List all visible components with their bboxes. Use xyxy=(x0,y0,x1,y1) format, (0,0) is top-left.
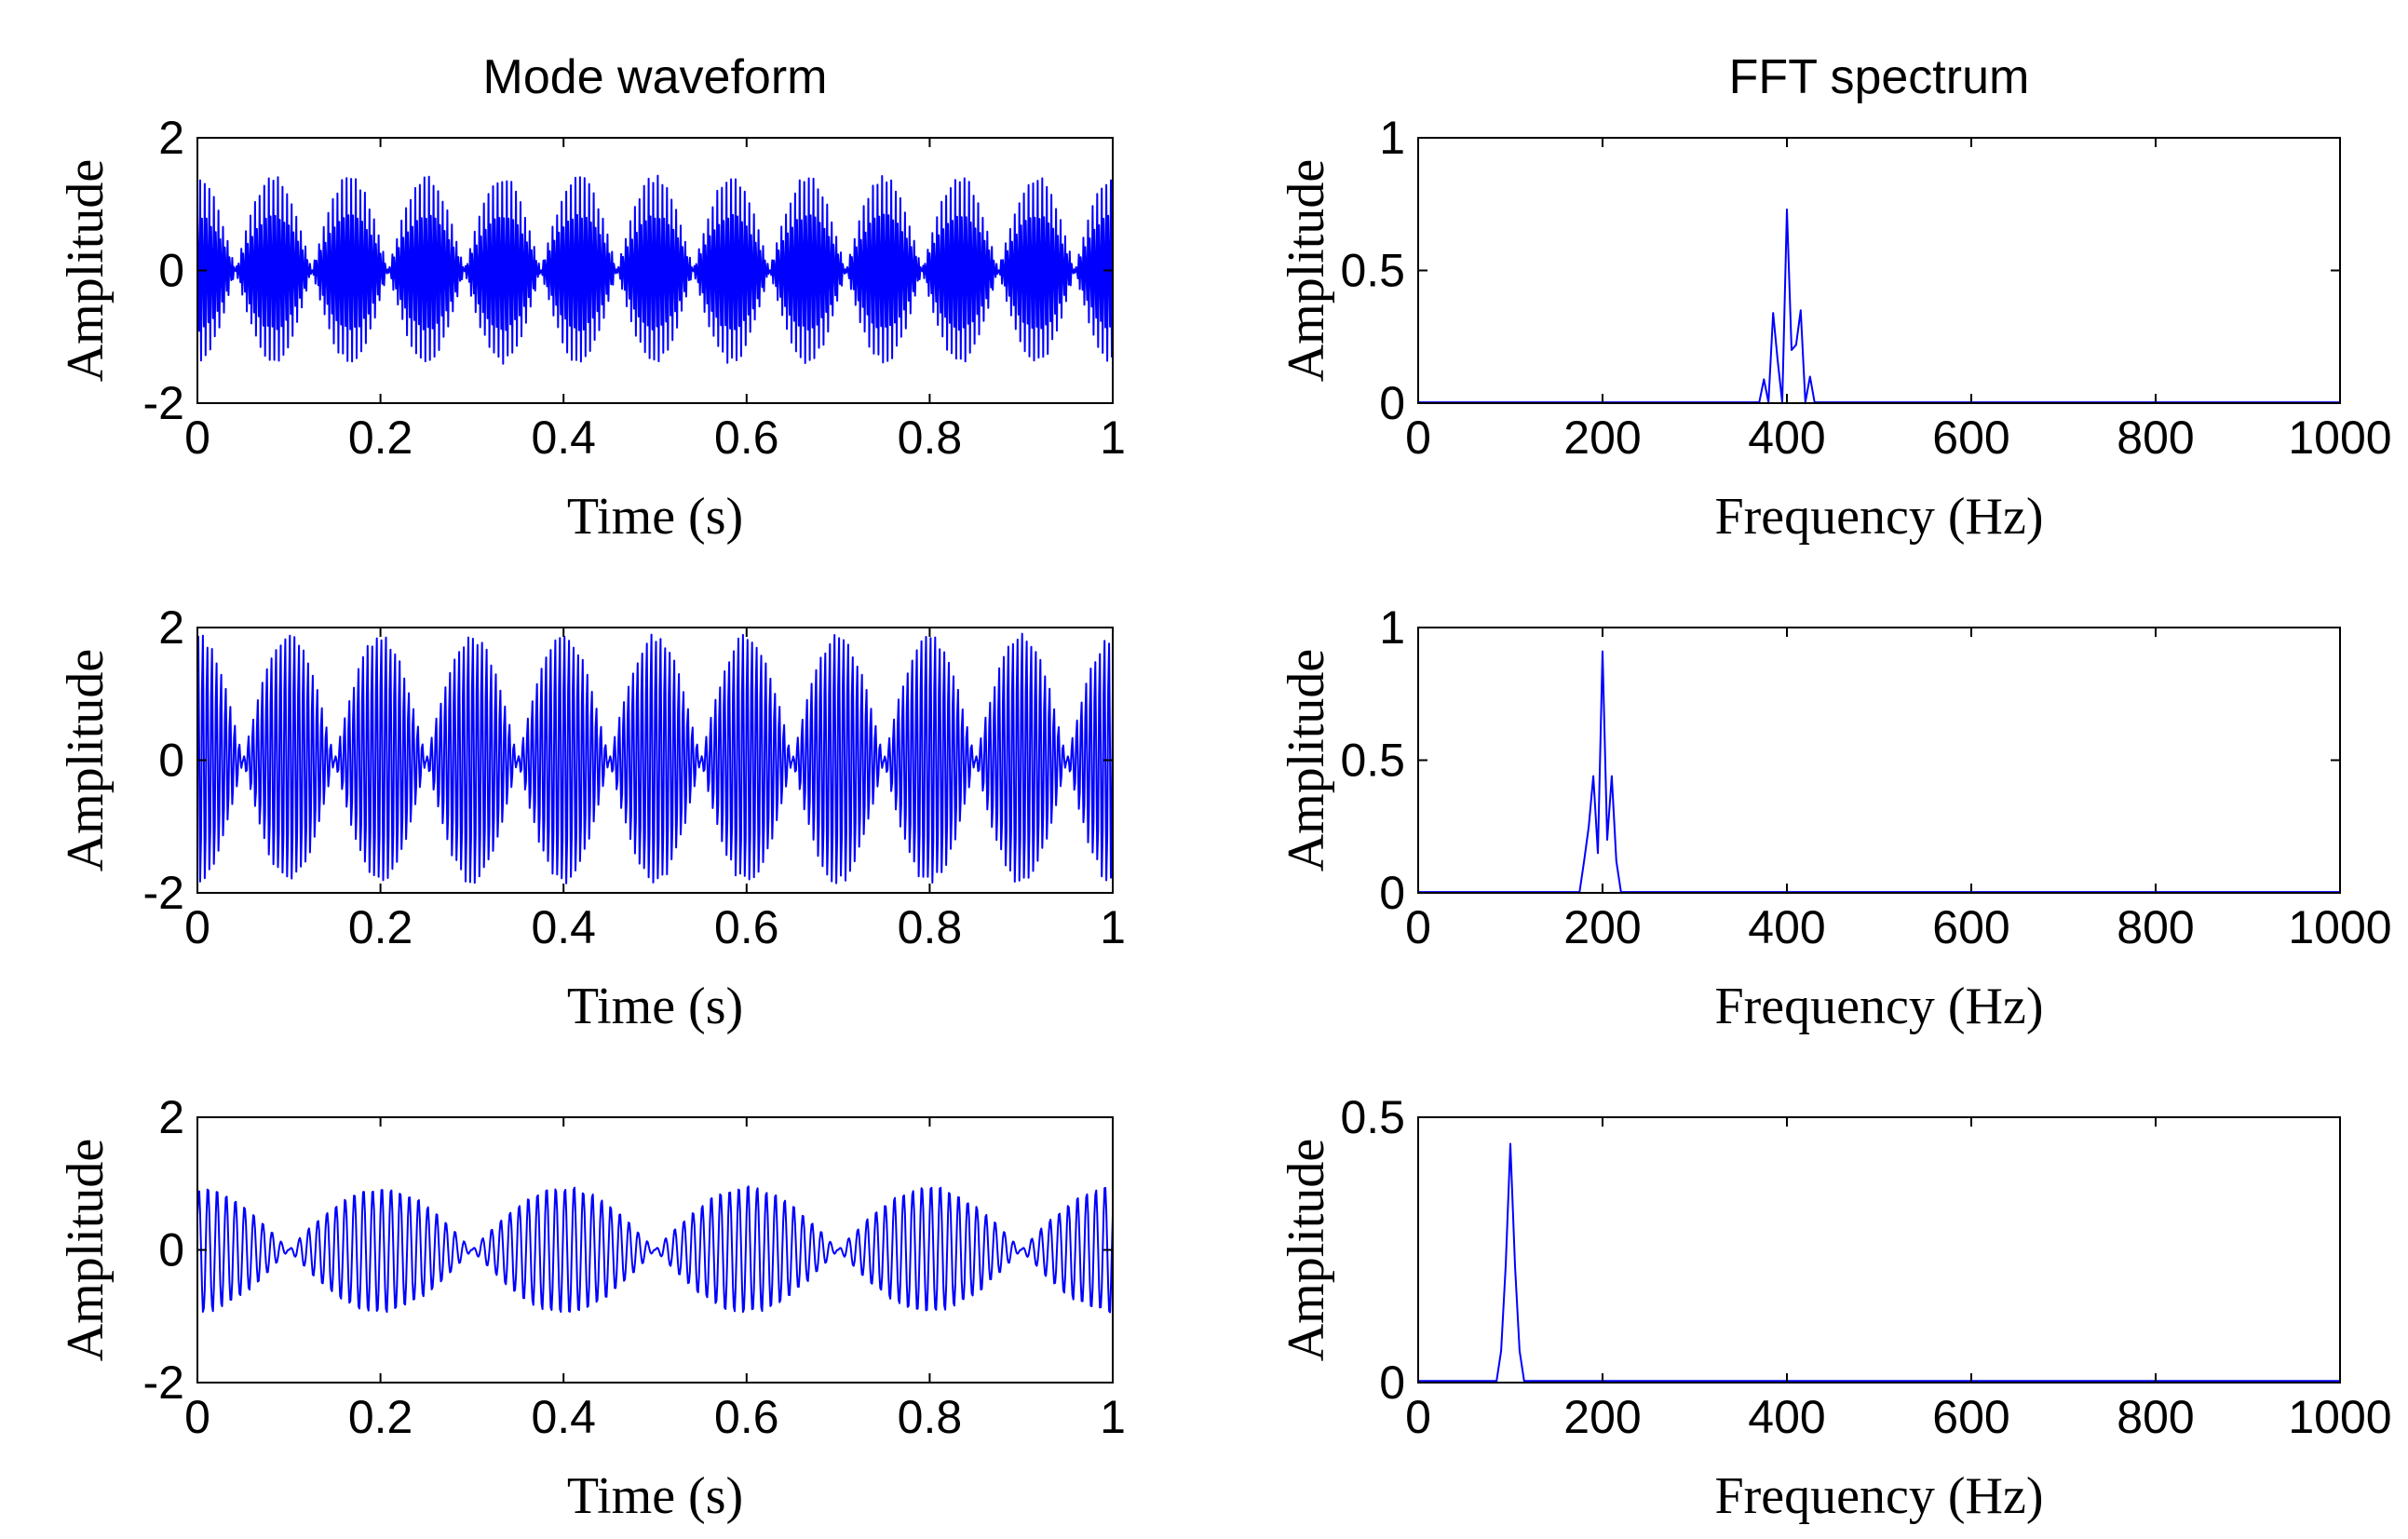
x-tick-label: 400 xyxy=(1748,412,1825,464)
x-tick-label: 600 xyxy=(1932,412,2009,464)
x-axis-label: Frequency (Hz) xyxy=(1715,1467,2044,1525)
x-tick-label: 1 xyxy=(1100,1391,1126,1443)
y-tick-label: 0.5 xyxy=(1340,735,1405,787)
y-tick-label: 1 xyxy=(1379,601,1405,654)
y-tick-label: 0 xyxy=(158,245,184,297)
y-tick-label: 0 xyxy=(1379,377,1405,429)
x-axis-label: Frequency (Hz) xyxy=(1715,488,2044,546)
y-axis-label: Amplitude xyxy=(57,649,115,872)
x-tick-label: 0.6 xyxy=(714,1391,779,1443)
y-tick-label: 0 xyxy=(1379,867,1405,919)
x-tick-label: 800 xyxy=(2117,1391,2194,1443)
y-tick-label: 0.5 xyxy=(1340,1091,1405,1143)
subplot-6: 0 200 400 600 800 1000 0 0.5 Frequency (Hz) Ampli… xyxy=(1278,1091,2392,1525)
y-axis-label: Amplitude xyxy=(1278,1139,1335,1362)
axes-frame xyxy=(1417,1116,2341,1384)
chart-title: FFT spectrum xyxy=(1729,50,2030,104)
y-tick-label: 0 xyxy=(158,735,184,787)
series-line-3 xyxy=(196,632,1114,884)
x-tick-label: 0 xyxy=(184,412,210,464)
y-axis-label: Amplitude xyxy=(57,1139,115,1362)
y-tick-label: -2 xyxy=(143,1357,184,1409)
y-tick-label: -2 xyxy=(143,867,184,919)
x-tick-label: 800 xyxy=(2117,901,2194,953)
subplot-2: 0 200 400 600 800 1000 0 0.5 1 Frequency (Hz) Ampl… xyxy=(1278,50,2392,546)
y-axis-label: Amplitude xyxy=(1278,159,1335,383)
y-tick-label: -2 xyxy=(143,377,184,429)
x-tick-label: 0.8 xyxy=(898,1391,963,1443)
series-line-5 xyxy=(196,1185,1114,1314)
x-tick-label: 0 xyxy=(184,901,210,953)
x-tick-label: 0.2 xyxy=(348,901,413,953)
x-tick-label: 600 xyxy=(1932,1391,2009,1443)
x-tick-label: 0.4 xyxy=(531,412,596,464)
y-tick-label: 2 xyxy=(158,1091,184,1143)
x-tick-label: 0 xyxy=(184,1391,210,1443)
x-tick-label: 0 xyxy=(1405,901,1431,953)
x-tick-label: 1 xyxy=(1100,412,1126,464)
x-tick-label: 0 xyxy=(1405,1391,1431,1443)
x-tick-label: 400 xyxy=(1748,1391,1825,1443)
x-tick-label: 800 xyxy=(2117,412,2194,464)
x-tick-label: 0.4 xyxy=(531,1391,596,1443)
y-axis-label: Amplitude xyxy=(57,159,115,383)
x-axis-label: Frequency (Hz) xyxy=(1715,978,2044,1035)
x-axis-label: Time (s) xyxy=(567,978,743,1035)
x-tick-label: 1000 xyxy=(2288,412,2391,464)
x-tick-label: 0.2 xyxy=(348,412,413,464)
x-tick-label: 0.6 xyxy=(714,901,779,953)
x-tick-label: 400 xyxy=(1748,901,1825,953)
x-tick-label: 0.8 xyxy=(898,901,963,953)
x-tick-label: 1000 xyxy=(2288,1391,2391,1443)
y-tick-label: 0 xyxy=(158,1224,184,1276)
series-line-1 xyxy=(196,174,1114,365)
subplot-4: 0 200 400 600 800 1000 0 0.5 1 Frequency (Hz) Ampl… xyxy=(1278,601,2392,1035)
x-tick-label: 0.6 xyxy=(714,412,779,464)
x-tick-label: 1 xyxy=(1100,901,1126,953)
series-line-6 xyxy=(1418,1142,2340,1383)
x-tick-label: 200 xyxy=(1563,412,1641,464)
x-tick-label: 0.4 xyxy=(531,901,596,953)
y-axis-label: Amplitude xyxy=(1278,649,1335,872)
y-tick-label: 1 xyxy=(1379,112,1405,164)
x-axis-label: Time (s) xyxy=(567,488,743,546)
x-tick-label: 0.8 xyxy=(898,412,963,464)
x-tick-label: 0 xyxy=(1405,412,1431,464)
x-tick-label: 200 xyxy=(1563,1391,1641,1443)
x-tick-label: 200 xyxy=(1563,901,1641,953)
y-tick-label: 2 xyxy=(158,112,184,164)
y-tick-label: 0 xyxy=(1379,1357,1405,1409)
y-tick-label: 0.5 xyxy=(1340,245,1405,297)
x-tick-label: 600 xyxy=(1932,901,2009,953)
x-tick-label: 0.2 xyxy=(348,1391,413,1443)
y-tick-label: 2 xyxy=(158,601,184,654)
x-axis-label: Time (s) xyxy=(567,1467,743,1525)
x-tick-label: 1000 xyxy=(2288,901,2391,953)
chart-title: Mode waveform xyxy=(483,50,828,104)
